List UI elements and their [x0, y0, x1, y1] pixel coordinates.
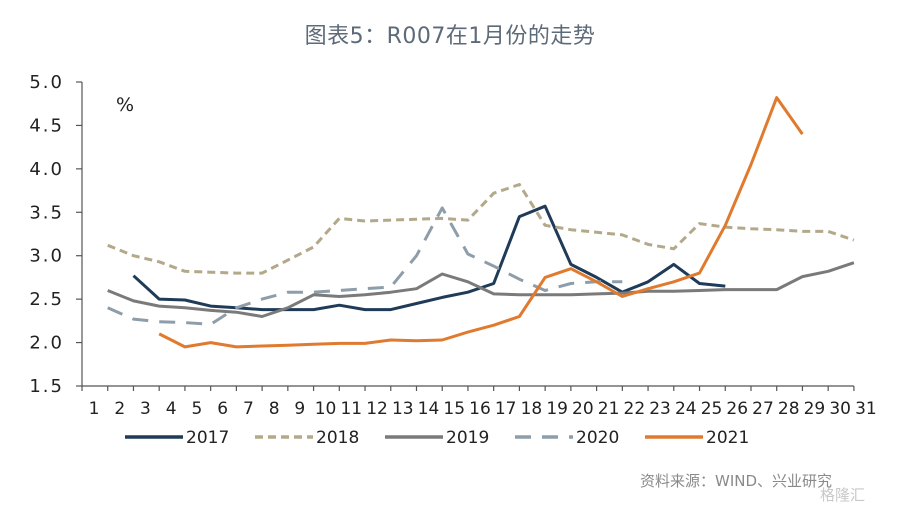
x-tick-label: 1	[89, 399, 100, 419]
y-tick-label: 3.5	[29, 202, 64, 223]
legend-label: 2019	[446, 428, 489, 448]
x-tick-label: 8	[269, 399, 280, 419]
x-tick-label: 4	[166, 399, 177, 419]
series-2017	[132, 204, 726, 312]
source-note: 资料来源：WIND、兴业研究	[640, 472, 833, 490]
series-line-2020	[107, 206, 623, 326]
x-tick-label: 3	[140, 399, 151, 419]
series-2020	[107, 206, 623, 326]
x-tick-label: 22	[624, 399, 646, 419]
x-tick-label: 2	[114, 399, 125, 419]
series-2018	[107, 183, 855, 275]
x-tick-label: 7	[243, 399, 254, 419]
x-tick-label: 12	[366, 399, 388, 419]
x-tick-label: 5	[192, 399, 203, 419]
y-tick-label: 3.0	[29, 246, 64, 267]
axes: 5.04.54.03.53.02.52.01.51 2 3 4 5 6 7 8 9 10 11 12 1…	[29, 72, 876, 419]
x-tick-label: 25	[701, 399, 723, 419]
series-line-2019	[107, 261, 855, 318]
y-tick-label: 5.0	[29, 72, 64, 93]
x-tick-label: 26	[726, 399, 748, 419]
chart-title: 图表5：R007在1月份的走势	[304, 24, 596, 49]
x-tick-label: 11	[340, 399, 362, 419]
y-tick-label: 2.5	[29, 289, 64, 310]
series-2019	[107, 261, 855, 318]
x-tick-label: 17	[495, 399, 517, 419]
x-tick-label: 29	[804, 399, 826, 419]
legend-item-2020: 2020	[515, 428, 619, 448]
y-tick-label: 1.5	[29, 376, 64, 397]
x-tick-label: 6	[217, 399, 228, 419]
legend-item-2017: 2017	[125, 428, 229, 448]
legend-label: 2020	[576, 428, 619, 448]
legend-label: 2018	[316, 428, 359, 448]
legend-item-2019: 2019	[385, 428, 489, 448]
x-tick-label: 14	[418, 399, 440, 419]
x-tick-label: 15	[443, 399, 465, 419]
legend-item-2021: 2021	[645, 428, 749, 448]
x-tick-label: 9	[294, 399, 305, 419]
series-layer	[107, 96, 855, 349]
x-tick-label: 19	[546, 399, 568, 419]
watermark-logo: 格隆汇	[820, 486, 866, 504]
x-tick-label: 30	[829, 399, 851, 419]
x-tick-label: 23	[649, 399, 671, 419]
legend-item-2018: 2018	[255, 428, 359, 448]
x-tick-label: 13	[392, 399, 414, 419]
legend: 2017 2018 2019 2020 2021	[125, 428, 749, 448]
y-tick-label: 4.5	[29, 115, 64, 136]
line-chart: 5.04.54.03.53.02.52.01.51 2 3 4 5 6 7 8 9 10 11 12 1…	[29, 72, 876, 448]
x-tick-label: 27	[752, 399, 774, 419]
x-tick-label: 24	[675, 399, 697, 419]
x-tick-label: 10	[315, 399, 337, 419]
series-line-2017	[132, 204, 726, 312]
legend-label: 2017	[186, 428, 229, 448]
legend-label: 2021	[706, 428, 749, 448]
x-tick-label: 21	[598, 399, 620, 419]
x-tick-label: 16	[469, 399, 491, 419]
series-line-2021	[158, 96, 804, 349]
series-2021	[158, 96, 804, 349]
x-tick-label: 20	[572, 399, 594, 419]
x-tick-label: 18	[521, 399, 543, 419]
x-tick-label: 28	[778, 399, 800, 419]
x-tick-label: 31	[855, 399, 877, 419]
y-tick-label: 2.0	[29, 333, 64, 354]
y-tick-label: 4.0	[29, 159, 64, 180]
series-line-2018	[107, 183, 855, 275]
y-axis-unit-label: %	[116, 94, 134, 116]
